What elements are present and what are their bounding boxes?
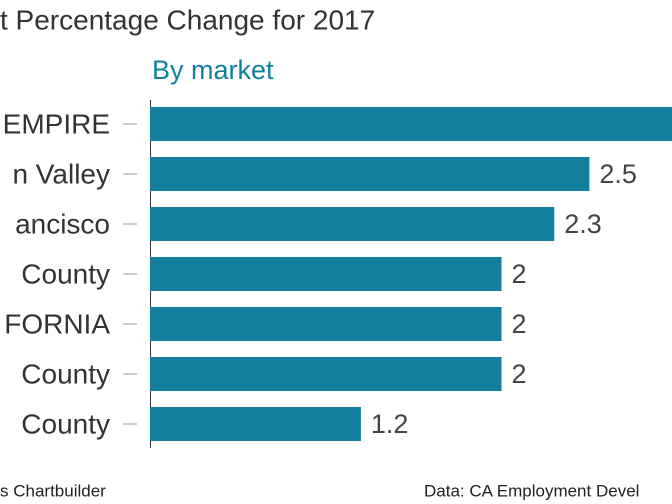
- bar: [150, 307, 502, 341]
- chart-title: t Percentage Change for 2017: [0, 4, 375, 35]
- bar: [150, 107, 672, 141]
- value-label: 2.3: [564, 209, 602, 239]
- value-label: 2.5: [599, 159, 637, 189]
- bar: [150, 357, 502, 391]
- value-label: 2: [512, 259, 527, 289]
- y-tick-label: County: [21, 358, 110, 389]
- bar: [150, 257, 502, 291]
- value-label: 2: [512, 359, 527, 389]
- y-tick-label: n Valley: [12, 158, 110, 189]
- bar: [150, 407, 361, 441]
- value-label: 1.2: [371, 409, 409, 439]
- y-tick-label: FORNIA: [4, 308, 110, 339]
- y-tick-label: County: [21, 258, 110, 289]
- value-label: 2: [512, 309, 527, 339]
- chart-subtitle: By market: [152, 55, 274, 85]
- y-tick-label: County: [21, 408, 110, 439]
- bar: [150, 207, 555, 241]
- bar: [150, 157, 590, 191]
- y-tick-label: EMPIRE: [3, 108, 110, 139]
- source-left: s Chartbuilder: [0, 481, 106, 500]
- source-right: Data: CA Employment Devel: [424, 481, 639, 500]
- y-tick-label: ancisco: [15, 208, 110, 239]
